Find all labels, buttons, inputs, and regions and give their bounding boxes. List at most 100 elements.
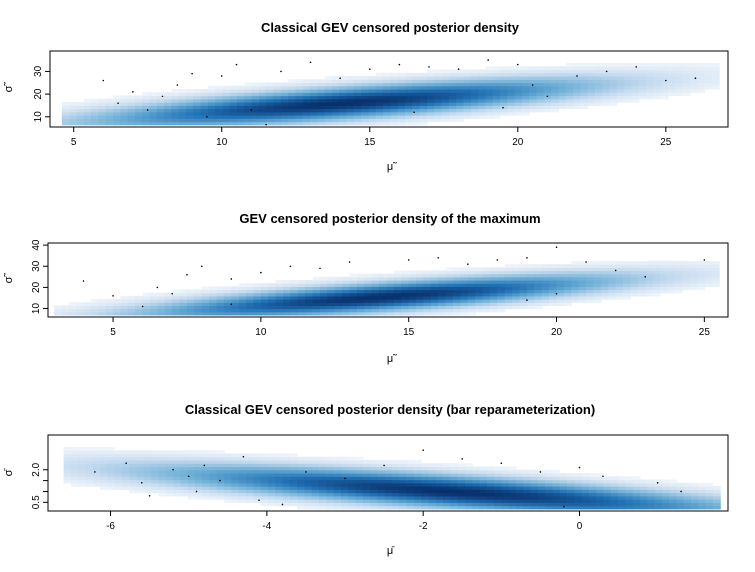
density-cell — [558, 82, 567, 87]
density-cell — [353, 108, 362, 113]
density-cell — [580, 69, 589, 74]
density-cell — [441, 92, 450, 97]
density-cell — [563, 280, 572, 284]
density-cell — [289, 479, 298, 484]
density-cell — [448, 118, 457, 123]
density-cell — [370, 499, 378, 503]
density-cell — [304, 476, 313, 481]
density-cell — [399, 505, 408, 510]
density-cell — [267, 476, 276, 481]
density-cell — [397, 92, 406, 97]
sample-point — [112, 295, 114, 297]
density-cell — [519, 270, 528, 275]
density-cell — [105, 302, 114, 306]
density-cell — [379, 289, 388, 294]
density-cell — [202, 479, 211, 484]
density-cell — [508, 505, 517, 510]
density-cell — [566, 482, 575, 487]
density-cell — [224, 495, 233, 500]
density-cell — [288, 105, 297, 110]
density-cell — [689, 76, 698, 80]
density-cell — [401, 302, 410, 306]
density-cell — [207, 85, 216, 90]
density-cell — [416, 270, 425, 275]
density-cell — [244, 118, 253, 123]
density-cell — [375, 101, 384, 106]
density-cell — [253, 473, 262, 477]
density-cell — [639, 482, 648, 487]
density-cell — [705, 499, 714, 503]
density-cell — [397, 72, 406, 77]
density-cell — [566, 476, 575, 481]
density-cell — [295, 79, 304, 84]
density-cell — [288, 118, 297, 123]
density-cell — [521, 76, 530, 80]
density-cell — [638, 66, 647, 71]
density-cell — [559, 473, 568, 477]
density-cell — [512, 267, 521, 272]
density-cell — [327, 283, 336, 287]
density-cell — [142, 105, 151, 110]
density-cell — [586, 286, 595, 291]
density-cell — [266, 108, 275, 113]
density-cell — [639, 502, 648, 507]
density-cell — [472, 499, 481, 503]
density-cell — [573, 79, 581, 84]
density-cell — [246, 495, 254, 500]
density-cell — [435, 469, 444, 474]
density-cell — [201, 305, 210, 310]
sample-point — [200, 265, 203, 268]
density-cell — [552, 489, 561, 494]
density-cell — [529, 98, 538, 103]
density-cell — [332, 82, 340, 87]
density-cell — [209, 299, 218, 303]
y-tick-label: 20 — [33, 88, 44, 100]
density-cell — [346, 89, 355, 93]
density-cell — [698, 495, 707, 500]
density-cell — [682, 85, 691, 90]
density-cell — [339, 105, 348, 110]
density-cell — [413, 505, 422, 510]
density-cell — [201, 295, 210, 300]
density-cell — [342, 292, 351, 297]
density-cell — [475, 280, 484, 284]
density-cell — [526, 286, 535, 291]
density-cell — [485, 69, 494, 74]
density-cell — [565, 82, 574, 87]
density-cell — [164, 105, 172, 110]
density-cell — [187, 482, 196, 487]
density-cell — [384, 459, 393, 464]
density-cell — [288, 82, 297, 87]
density-cell — [623, 292, 632, 297]
density-cell — [355, 486, 364, 490]
density-cell — [704, 72, 713, 77]
density-cell — [490, 276, 498, 281]
sample-point — [125, 462, 127, 465]
density-cell — [453, 305, 462, 310]
density-cell — [164, 111, 172, 116]
density-cell — [384, 505, 393, 510]
density-cell — [565, 66, 574, 71]
density-cell — [91, 98, 99, 103]
density-cell — [342, 302, 351, 306]
density-cell — [310, 108, 319, 113]
density-cell — [405, 101, 413, 106]
density-cell — [282, 479, 291, 484]
density-cell — [475, 299, 484, 303]
density-cell — [377, 505, 386, 510]
density-cell — [413, 466, 422, 471]
density-cell — [121, 456, 130, 461]
density-cell — [712, 502, 721, 507]
density-cell — [370, 466, 378, 471]
density-cell — [246, 489, 254, 494]
density-cell — [637, 264, 646, 268]
density-cell — [691, 489, 699, 494]
density-cell — [463, 111, 472, 116]
density-cell — [430, 305, 439, 310]
density-cell — [246, 473, 254, 477]
density-cell — [165, 453, 174, 458]
density-cell — [282, 502, 291, 507]
density-cell — [90, 311, 99, 316]
density-cell — [342, 308, 351, 313]
density-cell — [334, 292, 343, 297]
